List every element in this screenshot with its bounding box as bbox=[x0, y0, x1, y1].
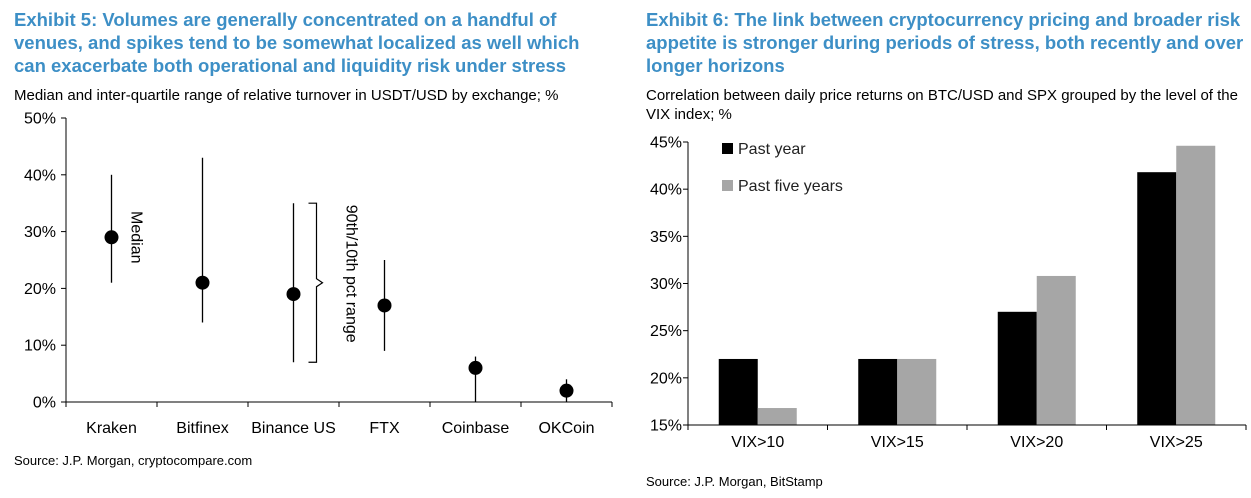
exhibit-6-chart: 15% 20% 25% 30% 35% 40% 45% VIX>10 VIX>15 VIX>20 V… bbox=[650, 135, 1247, 451]
exhibit-5-title: Exhibit 5: Volumes are generally concent… bbox=[14, 9, 580, 76]
range-bracket bbox=[308, 202, 324, 363]
x-tick-label: Kraken bbox=[86, 420, 137, 437]
median-point bbox=[468, 360, 483, 375]
median-annotation: Median bbox=[128, 211, 145, 263]
x-tick-label: VIX>15 bbox=[871, 434, 924, 451]
y-tick-label: 35% bbox=[650, 229, 682, 246]
x-tick-label: Binance US bbox=[251, 420, 336, 437]
bar bbox=[718, 358, 758, 425]
y-tick-label: 0% bbox=[33, 395, 56, 412]
median-point bbox=[559, 383, 574, 398]
x-tick-label: VIX>10 bbox=[731, 434, 784, 451]
x-tick-label: FTX bbox=[369, 420, 400, 437]
legend-label: Past year bbox=[738, 141, 806, 158]
legend-swatch bbox=[722, 180, 733, 191]
x-tick-label: Bitfinex bbox=[176, 420, 228, 437]
exhibit-5-subtitle: Median and inter-quartile range of relat… bbox=[14, 87, 559, 104]
exhibit-6-title: Exhibit 6: The link between cryptocurren… bbox=[646, 9, 1244, 76]
legend-swatch bbox=[722, 143, 733, 154]
median-point bbox=[377, 298, 392, 313]
x-tick-label: OKCoin bbox=[538, 420, 594, 437]
median-point bbox=[286, 287, 301, 302]
y-tick-label: 50% bbox=[24, 111, 56, 128]
x-tick-label: Coinbase bbox=[442, 420, 510, 437]
exhibit-6-source: Source: J.P. Morgan, BitStamp bbox=[646, 474, 823, 489]
range-annotation: 90th/10th pct range bbox=[343, 205, 360, 343]
y-tick-label: 15% bbox=[650, 418, 682, 435]
bar bbox=[1137, 172, 1177, 425]
median-point bbox=[104, 230, 119, 245]
legend-label: Past five years bbox=[738, 178, 843, 195]
bar bbox=[1036, 275, 1076, 425]
exhibit-6-panel: Exhibit 6: The link between cryptocurren… bbox=[640, 0, 1251, 498]
x-tick-label: VIX>25 bbox=[1150, 434, 1203, 451]
bar bbox=[1176, 145, 1216, 426]
exhibit-6-subtitle: Correlation between daily price returns … bbox=[646, 87, 1238, 123]
x-tick-label: VIX>20 bbox=[1010, 434, 1063, 451]
bar bbox=[757, 408, 797, 425]
bar bbox=[858, 358, 898, 425]
exhibit-5-source: Source: J.P. Morgan, cryptocompare.com bbox=[14, 453, 253, 468]
y-tick-label: 30% bbox=[650, 276, 682, 293]
y-tick-label: 20% bbox=[650, 370, 682, 387]
y-tick-label: 45% bbox=[650, 135, 682, 152]
y-tick-label: 20% bbox=[24, 281, 56, 298]
y-tick-label: 25% bbox=[650, 323, 682, 340]
median-point bbox=[195, 275, 210, 290]
y-tick-label: 10% bbox=[24, 338, 56, 355]
exhibit-5-panel: Exhibit 5: Volumes are generally concent… bbox=[0, 0, 625, 498]
exhibit-5-chart: 0% 10% 20% 30% 40% 50% Kraken Bitfinex Binance U… bbox=[24, 111, 613, 437]
y-tick-label: 40% bbox=[24, 167, 56, 184]
y-tick-label: 40% bbox=[650, 182, 682, 199]
y-tick-label: 30% bbox=[24, 224, 56, 241]
bar bbox=[897, 358, 937, 425]
bar bbox=[997, 311, 1037, 425]
